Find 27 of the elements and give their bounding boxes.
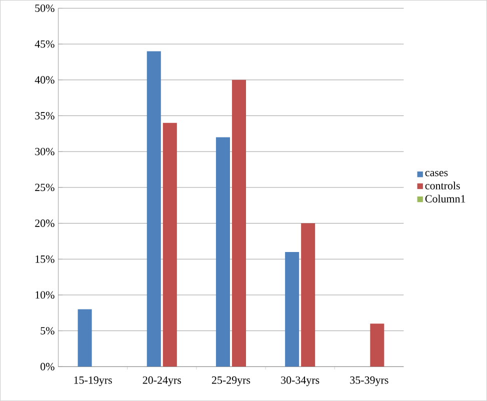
legend-label: controls [425,182,460,190]
bar [216,137,230,367]
y-tick-label: 0% [40,362,54,370]
bar [370,324,384,367]
legend-label: cases [425,171,448,176]
x-tick-label: 15-19yrs [74,376,112,386]
y-tick-label: 35% [35,112,54,120]
y-tick-label: 45% [34,40,54,48]
bar [232,80,246,367]
x-tick-label: 30-34yrs [281,376,320,386]
y-tick-label: 50% [35,4,54,12]
y-tick-label: 10% [36,291,54,299]
y-tick-label: 5% [40,327,54,335]
x-tick-label: 25-29yrs [212,376,250,386]
x-tick-label: 20-24yrs [142,376,181,386]
bar [146,51,161,367]
y-tick-label: 25% [35,184,54,192]
bar [301,223,316,367]
y-tick-label: 30% [35,148,54,156]
y-tick-label: 40% [34,76,54,84]
legend-label: Column1 [425,194,466,203]
x-tick-label: 35-39yrs [350,376,388,386]
bar [78,309,92,367]
y-tick-label: 20% [35,220,54,228]
bar [162,122,177,367]
y-tick-label: 15% [36,255,54,263]
bar [285,252,300,367]
